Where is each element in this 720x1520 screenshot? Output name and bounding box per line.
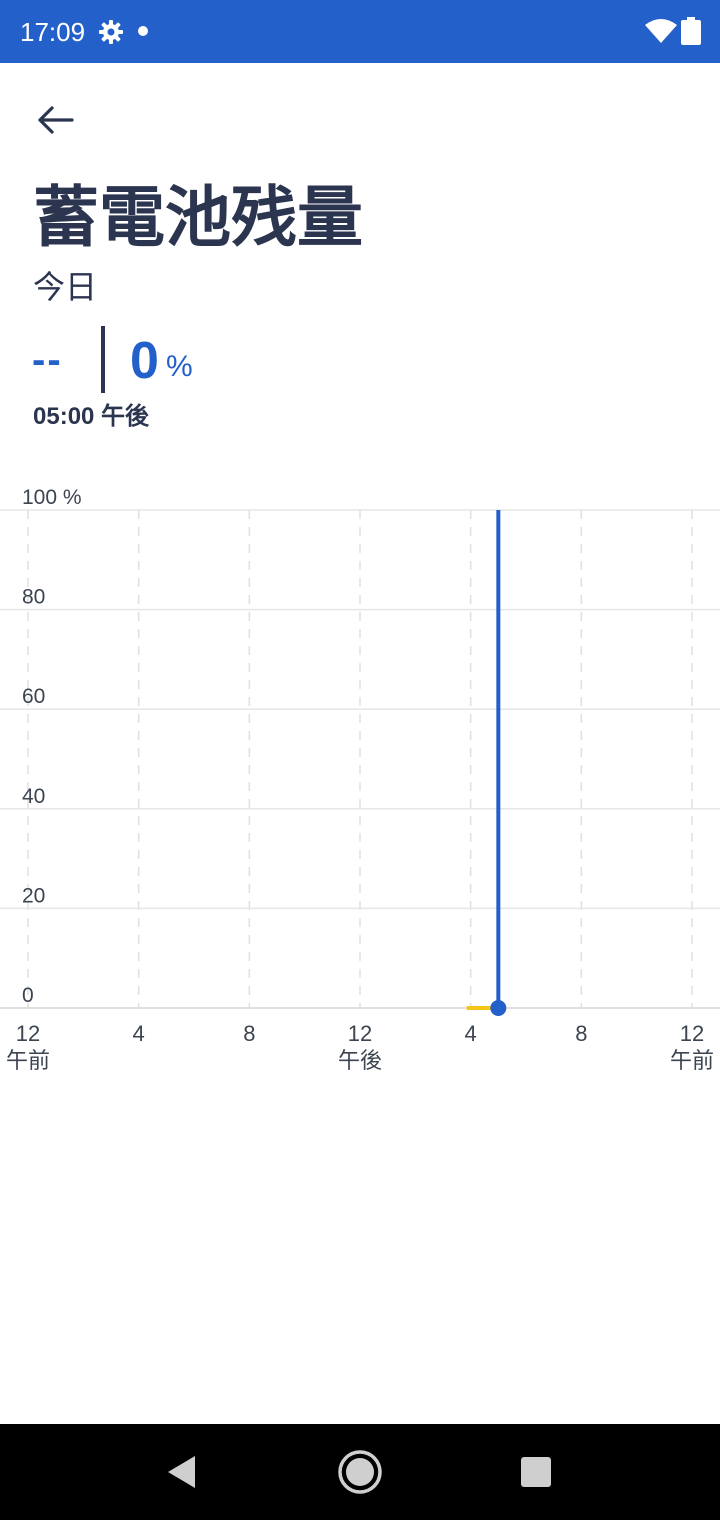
chart-y-tick-label: 0 (22, 984, 34, 1007)
status-bar: 17:09 (0, 0, 720, 63)
home-circle-icon (338, 1450, 382, 1494)
chart-y-tick-label: 20 (22, 884, 45, 907)
recents-square-icon (521, 1457, 551, 1487)
chart-x-tick-sublabel: 午前 (6, 1048, 50, 1073)
battery-chart[interactable]: 100 % 80 60 40 20 0 12 午前 4 8 12 午後 4 8 12 午前 (0, 470, 720, 1090)
chart-x-tick-label: 12 (680, 1021, 704, 1046)
date-label: 今日 (33, 268, 98, 306)
readout-time: 05:00 午後 (33, 403, 150, 430)
nav-home-button[interactable] (336, 1448, 384, 1496)
back-triangle-icon (168, 1456, 195, 1488)
chart-y-tick-label: 100 % (22, 486, 82, 509)
battery-icon (680, 17, 702, 49)
gear-icon (98, 19, 124, 49)
previous-value: -- (32, 338, 63, 382)
navigation-bar (0, 1424, 720, 1520)
readout-divider (101, 326, 105, 393)
status-time: 17:09 (20, 17, 86, 47)
nav-back-button[interactable] (160, 1450, 204, 1494)
nav-recents-button[interactable] (520, 1456, 552, 1488)
wifi-icon (645, 18, 677, 48)
chart-x-tick-label: 8 (575, 1021, 587, 1046)
back-button[interactable] (28, 98, 84, 142)
chart-data-point (490, 1000, 507, 1016)
battery-level-unit: % (166, 350, 193, 383)
chart-y-tick-label: 60 (22, 685, 45, 708)
arrow-left-icon (38, 106, 74, 134)
chart-x-tick-sublabel: 午後 (338, 1048, 382, 1073)
page-title: 蓄電池残量 (33, 179, 363, 256)
chart-x-tick-label: 12 (16, 1021, 40, 1046)
notification-dot-icon (138, 26, 148, 36)
chart-y-tick-label: 40 (22, 785, 45, 808)
chart-x-tick-label: 4 (465, 1021, 477, 1046)
chart-x-tick-label: 12 (348, 1021, 372, 1046)
chart-x-tick-sublabel: 午前 (670, 1048, 714, 1073)
chart-x-tick-label: 4 (133, 1021, 145, 1046)
chart-y-tick-label: 80 (22, 586, 45, 609)
chart-x-tick-label: 8 (243, 1021, 255, 1046)
battery-level-value: 0 (130, 332, 159, 390)
